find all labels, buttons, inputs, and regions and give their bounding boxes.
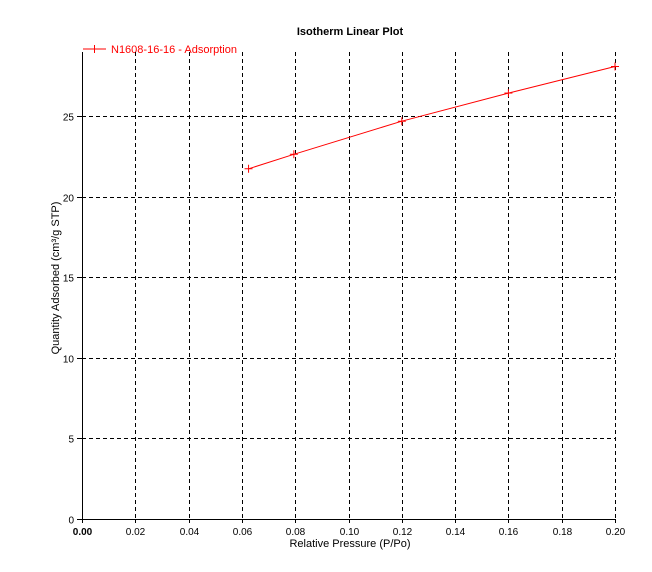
legend-label: N1608-16-16 - Adsorption	[111, 44, 237, 56]
x-tick-label: 0.00	[73, 527, 93, 538]
data-point	[289, 150, 298, 159]
x-tick-label: 0.18	[553, 527, 573, 538]
legend: N1608-16-16 - Adsorption	[83, 44, 237, 56]
y-tick-label: 10	[63, 355, 75, 366]
data-point	[611, 62, 619, 71]
series-line	[248, 66, 616, 170]
x-tick-label: 0.06	[233, 527, 253, 538]
data-point	[244, 164, 253, 173]
y-tick-label: 0	[68, 516, 74, 527]
x-tick-label: 0.14	[446, 527, 466, 538]
data-point	[397, 117, 406, 126]
x-tick-label: 0.02	[126, 527, 146, 538]
y-axis-label: Quantity Adsorbed (cm³/g STP)	[50, 202, 62, 355]
x-tick-label: 0.10	[340, 527, 360, 538]
x-tick-label: 0.16	[499, 527, 519, 538]
y-tick-label: 15	[63, 274, 75, 285]
y-ticks: 0 5 10 15 20 25	[63, 113, 82, 527]
x-tick-label: 0.04	[180, 527, 200, 538]
chart-title: Isotherm Linear Plot	[297, 26, 404, 38]
y-tick-label: 20	[63, 194, 75, 205]
y-tick-label: 5	[68, 435, 74, 446]
x-ticks: 0.00 0.02 0.04 0.06 0.08 0.10 0.12 0.14 0.16 0.18…	[73, 519, 626, 538]
axes	[82, 52, 615, 520]
data-point	[504, 89, 513, 98]
series-group	[244, 62, 619, 173]
x-tick-label: 0.12	[393, 527, 413, 538]
y-tick-label: 25	[63, 113, 75, 124]
x-tick-label: 0.08	[286, 527, 306, 538]
x-axis-label: Relative Pressure (P/Po)	[289, 538, 410, 550]
x-tick-label: 0.20	[606, 527, 626, 538]
grid	[82, 52, 616, 519]
